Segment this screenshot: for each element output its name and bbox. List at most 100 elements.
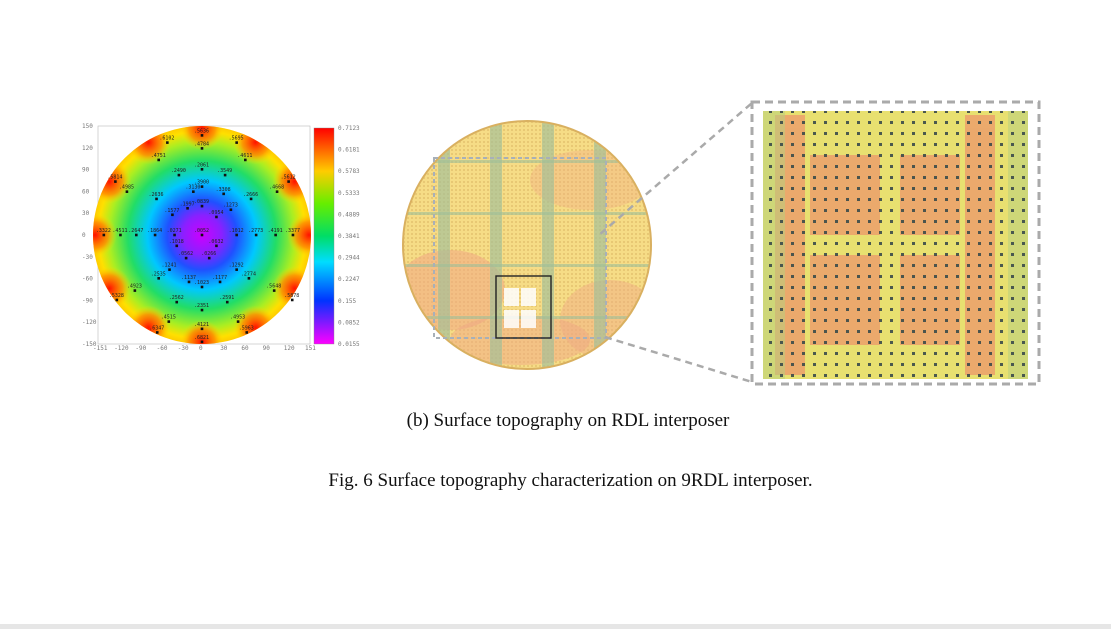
measurement-value: .0562 <box>178 251 193 257</box>
x-tick-label: 0 <box>199 345 203 352</box>
measurement-value: .3900 <box>194 180 209 186</box>
measurement-point <box>184 256 188 260</box>
colorbar <box>313 127 335 345</box>
measurement-point <box>275 190 279 193</box>
wafer-image <box>402 120 652 370</box>
measurement-point <box>247 277 251 280</box>
measurement-value: .2636 <box>149 192 164 198</box>
y-tick-label: -120 <box>82 319 97 326</box>
measurement-value: .3549 <box>217 168 232 174</box>
x-tick-label: 30 <box>220 345 228 352</box>
measurement-point <box>102 233 106 237</box>
hotspot <box>287 213 311 257</box>
measurement-value: .4751 <box>151 153 166 159</box>
measurement-point <box>236 320 240 323</box>
measurement-point <box>287 180 290 183</box>
measurement-point <box>249 197 253 201</box>
colorbar-tick-label: 0.0852 <box>338 319 360 326</box>
colorbar-tick-label: 0.2247 <box>338 276 360 283</box>
measurement-value: .4515 <box>161 315 176 321</box>
measurement-value: .4923 <box>127 284 142 290</box>
measurement-value: .2562 <box>169 295 184 301</box>
measurement-point <box>186 206 189 210</box>
colorbar-ticks: 0.7123 0.6181 0.5783 0.5333 0.4889 0.3841 0.29… <box>338 125 360 348</box>
measurement-points: .5636 .6102 .5695 .4784 .4751 .4611 .2061 .2490… <box>96 128 300 344</box>
y-tick-label: -30 <box>82 254 93 261</box>
measurement-value: .4985 <box>119 185 134 191</box>
measurement-point <box>175 300 179 304</box>
connector-top <box>600 102 753 236</box>
x-tick-label: 90 <box>263 345 271 352</box>
measurement-point <box>245 331 249 334</box>
x-tick-label: 60 <box>241 345 249 352</box>
measurement-point <box>225 300 229 304</box>
measurement-point <box>157 277 160 280</box>
measurement-value: .1864 <box>147 228 162 234</box>
x-axis-ticks: -151 -120 -90 -60 -30 0 30 60 90 120 151 <box>93 345 316 352</box>
measurement-point <box>218 280 222 284</box>
hotspot <box>93 266 132 311</box>
measurement-value: .1018 <box>169 239 184 245</box>
measurement-point <box>119 233 122 237</box>
y-tick-label: 90 <box>82 167 90 174</box>
measurement-point <box>133 289 137 292</box>
measurement-value: .1137 <box>181 275 196 281</box>
measurement-point <box>200 134 204 137</box>
y-tick-label: -150 <box>82 341 97 348</box>
measurement-point <box>215 215 218 219</box>
measurement-value: .3130 <box>185 185 200 191</box>
measurement-value: .6102 <box>159 136 174 142</box>
measurement-point <box>215 244 218 248</box>
measurement-point <box>200 340 204 344</box>
measurement-value: .5878 <box>284 293 299 299</box>
x-tick-label: 120 <box>284 345 295 352</box>
measurement-value: .5328 <box>109 293 124 299</box>
measurement-value: .2591 <box>219 295 234 301</box>
measurement-point <box>173 233 176 237</box>
figure-caption: Fig. 6 Surface topography characterizati… <box>328 470 813 491</box>
y-tick-label: -90 <box>82 297 93 304</box>
measurement-point <box>192 190 195 193</box>
measurement-value: .1241 <box>162 263 177 269</box>
measurement-value: .1012 <box>229 228 244 234</box>
measurement-point <box>125 190 129 193</box>
y-tick-label: 30 <box>82 210 90 217</box>
measurement-value: .2774 <box>241 271 256 277</box>
measurement-point <box>222 192 225 196</box>
measurement-value: .0839 <box>194 199 209 205</box>
measurement-value: .2666 <box>243 192 258 198</box>
measurement-point <box>200 285 204 289</box>
measurement-point <box>135 233 138 237</box>
measurement-value: .5636 <box>194 128 209 134</box>
measurement-point <box>175 244 179 248</box>
measurement-value: .4668 <box>269 185 284 191</box>
zoom-bump-array <box>763 111 1028 379</box>
colorbar-tick-label: 0.4889 <box>338 211 360 218</box>
colorbar-tick-label: 0.5783 <box>338 168 360 175</box>
measurement-point <box>235 268 238 271</box>
measurement-point <box>290 298 294 302</box>
measurement-value: .2351 <box>194 303 209 309</box>
measurement-point <box>272 289 276 292</box>
x-tick-label: -151 <box>93 345 108 352</box>
subfigure-caption: (b) Surface topography on RDL interposer <box>406 410 730 431</box>
measurement-point <box>200 204 204 208</box>
measurement-value: .0632 <box>208 239 223 245</box>
measurement-point <box>200 185 204 188</box>
measurement-point <box>200 147 204 150</box>
measurement-point <box>200 233 204 237</box>
x-tick-label: -120 <box>114 345 129 352</box>
measurement-value: .2647 <box>128 228 143 234</box>
measurement-value: .5695 <box>229 136 244 142</box>
measurement-value: .3308 <box>216 187 231 193</box>
measurement-point <box>235 141 238 144</box>
measurement-point <box>235 233 238 237</box>
measurement-value: .2535 <box>151 271 166 277</box>
measurement-value: .4121 <box>194 322 209 328</box>
measurement-point <box>200 168 204 171</box>
bottom-scrollbar-track <box>0 624 1111 629</box>
measurement-value: .1273 <box>223 203 238 209</box>
y-tick-label: 60 <box>82 188 90 195</box>
measurement-value: .4511 <box>112 228 127 234</box>
measurement-value: .6347 <box>149 325 164 331</box>
